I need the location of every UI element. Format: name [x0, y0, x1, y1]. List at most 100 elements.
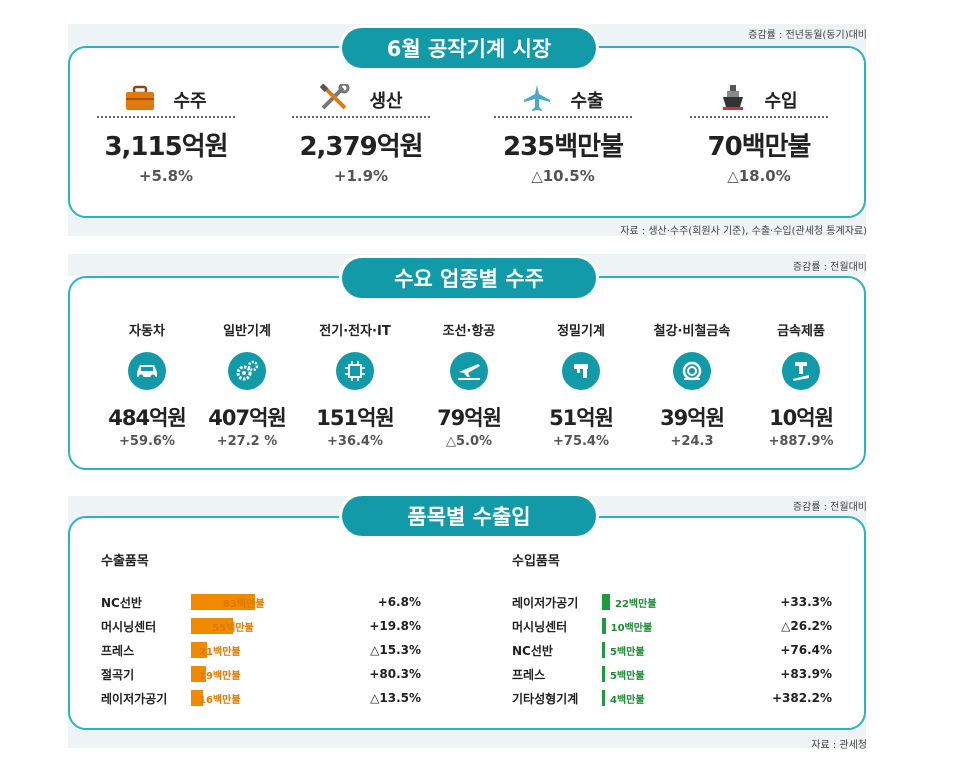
import-row: 머시닝센터 10백만불 △26.2%: [512, 616, 852, 636]
export-item-name: NC선반: [101, 595, 142, 610]
industry-change: +36.4%: [327, 434, 383, 449]
stat-label: 수주: [173, 91, 207, 112]
import-change: +382.2%: [771, 691, 832, 705]
industry-name: 정밀기계: [557, 324, 605, 339]
import-change: +83.9%: [780, 667, 832, 681]
export-row: 절곡기 19백만불 +80.3%: [101, 664, 441, 684]
plane-ship-icon: [450, 352, 488, 390]
import-bar: [602, 690, 605, 706]
gears-icon: [228, 352, 266, 390]
stat-change: +1.9%: [333, 167, 389, 185]
import-row: NC선반 5백만불 +76.4%: [512, 640, 852, 660]
briefcase-icon: [125, 85, 155, 115]
stat-change: △18.0%: [727, 167, 791, 185]
chip-icon: [336, 352, 374, 390]
export-bar-label: 55백만불: [212, 623, 254, 634]
industry-value: 79억원: [437, 406, 502, 430]
section1-basis-note: 증감률 : 전년동월(동기)대비: [748, 30, 867, 41]
industry-shipbuilding-aviation: 조선·항공 79억원 △5.0%: [413, 320, 525, 449]
industry-auto: 자동차 484억원 +59.6%: [91, 320, 203, 449]
ship-icon: [720, 83, 746, 117]
section2-basis-note: 증감률 : 전월대비: [792, 262, 867, 273]
import-row: 기타성형기계 4백만불 +382.2%: [512, 688, 852, 708]
section1-title: 6월 공작기계 시장: [342, 28, 596, 68]
export-bar: [191, 594, 255, 610]
section3-source-note: 자료 : 관세청: [811, 740, 867, 751]
export-change: △15.3%: [370, 643, 421, 657]
export-bar-label: 83백만불: [223, 599, 265, 610]
industry-name: 철강·비철금속: [653, 324, 731, 339]
export-item-name: 프레스: [101, 643, 135, 658]
industry-change: +24.3: [670, 434, 714, 449]
stat-label: 수입: [764, 91, 798, 112]
industry-name: 조선·항공: [442, 324, 496, 339]
metal-product-icon: [782, 352, 820, 390]
industry-name: 자동차: [129, 324, 165, 339]
export-row: 프레스 21백만불 △15.3%: [101, 640, 441, 660]
import-bar-track: 10백만불: [602, 618, 762, 634]
export-row: NC선반 83백만불 +6.8%: [101, 592, 441, 612]
export-change: +6.8%: [377, 595, 421, 609]
section3-title: 품목별 수출입: [342, 496, 596, 536]
industry-electronics: 전기·전자·IT 151억원 +36.4%: [299, 320, 411, 449]
section1-panel: [68, 46, 866, 218]
export-item-name: 머시닝센터: [101, 619, 157, 634]
import-bar: [602, 666, 605, 682]
export-bar: [191, 618, 234, 634]
industry-value: 484억원: [108, 406, 186, 430]
import-item-name: 레이저가공기: [512, 595, 579, 610]
export-bar-track: 21백만불: [191, 642, 351, 658]
stat-production: 생산 2,379억원 +1.9%: [286, 82, 436, 185]
industry-name: 금속제품: [777, 324, 825, 339]
export-bar-label: 16백만불: [199, 695, 241, 706]
export-bar-track: 83백만불: [191, 594, 351, 610]
stat-label: 생산: [369, 91, 403, 112]
export-bar: [191, 690, 204, 706]
industry-precision: 정밀기계 51억원 +75.4%: [525, 320, 637, 449]
export-item-name: 절곡기: [101, 667, 135, 682]
import-bar-label: 5백만불: [610, 647, 645, 658]
import-item-name: NC선반: [512, 643, 553, 658]
metal-coil-icon: [673, 352, 711, 390]
export-change: △13.5%: [370, 691, 421, 705]
industry-steel: 철강·비철금속 39억원 +24.3: [636, 320, 748, 449]
import-bar-track: 5백만불: [602, 642, 762, 658]
export-bar-label: 21백만불: [199, 647, 241, 658]
export-bar-track: 55백만불: [191, 618, 351, 634]
stat-import: 수입 70백만불 △18.0%: [684, 84, 834, 185]
import-row: 레이저가공기 22백만불 +33.3%: [512, 592, 852, 612]
export-change: +80.3%: [369, 667, 421, 681]
import-item-name: 머시닝센터: [512, 619, 568, 634]
export-bar-label: 19백만불: [199, 671, 241, 682]
industry-value: 39억원: [660, 406, 725, 430]
car-icon: [128, 352, 166, 390]
stat-orders: 수주 3,115억원 +5.8%: [91, 84, 241, 185]
export-bar: [191, 642, 208, 658]
import-bar-label: 5백만불: [610, 671, 645, 682]
import-bar-track: 4백만불: [602, 690, 762, 706]
industry-change: +27.2 %: [216, 434, 278, 449]
import-item-name: 프레스: [512, 667, 546, 682]
import-list-title: 수입품목: [512, 554, 560, 569]
section3-basis-note: 증감률 : 전월대비: [792, 502, 867, 513]
stat-change: △10.5%: [531, 167, 595, 185]
stat-value: 2,379억원: [299, 132, 423, 162]
industry-change: +59.6%: [119, 434, 175, 449]
industry-value: 10억원: [769, 406, 834, 430]
import-change: △26.2%: [781, 619, 832, 633]
industry-name: 전기·전자·IT: [319, 324, 391, 339]
export-item-name: 레이저가공기: [101, 691, 168, 706]
stat-change: +5.8%: [138, 167, 194, 185]
import-bar: [602, 594, 610, 610]
export-bar-track: 19백만불: [191, 666, 351, 682]
import-bar-label: 4백만불: [610, 695, 645, 706]
import-bar-track: 5백만불: [602, 666, 762, 682]
industry-general-machinery: 일반기계 407억원 +27.2 %: [191, 320, 303, 449]
industry-metal-products: 금속제품 10억원 +887.9%: [745, 320, 857, 449]
import-bar: [602, 642, 605, 658]
import-bar-track: 22백만불: [602, 594, 762, 610]
export-change: +19.8%: [369, 619, 421, 633]
export-row: 레이저가공기 16백만불 △13.5%: [101, 688, 441, 708]
import-bar-label: 10백만불: [610, 623, 653, 634]
stat-export: 수출 235백만불 △10.5%: [488, 84, 638, 185]
